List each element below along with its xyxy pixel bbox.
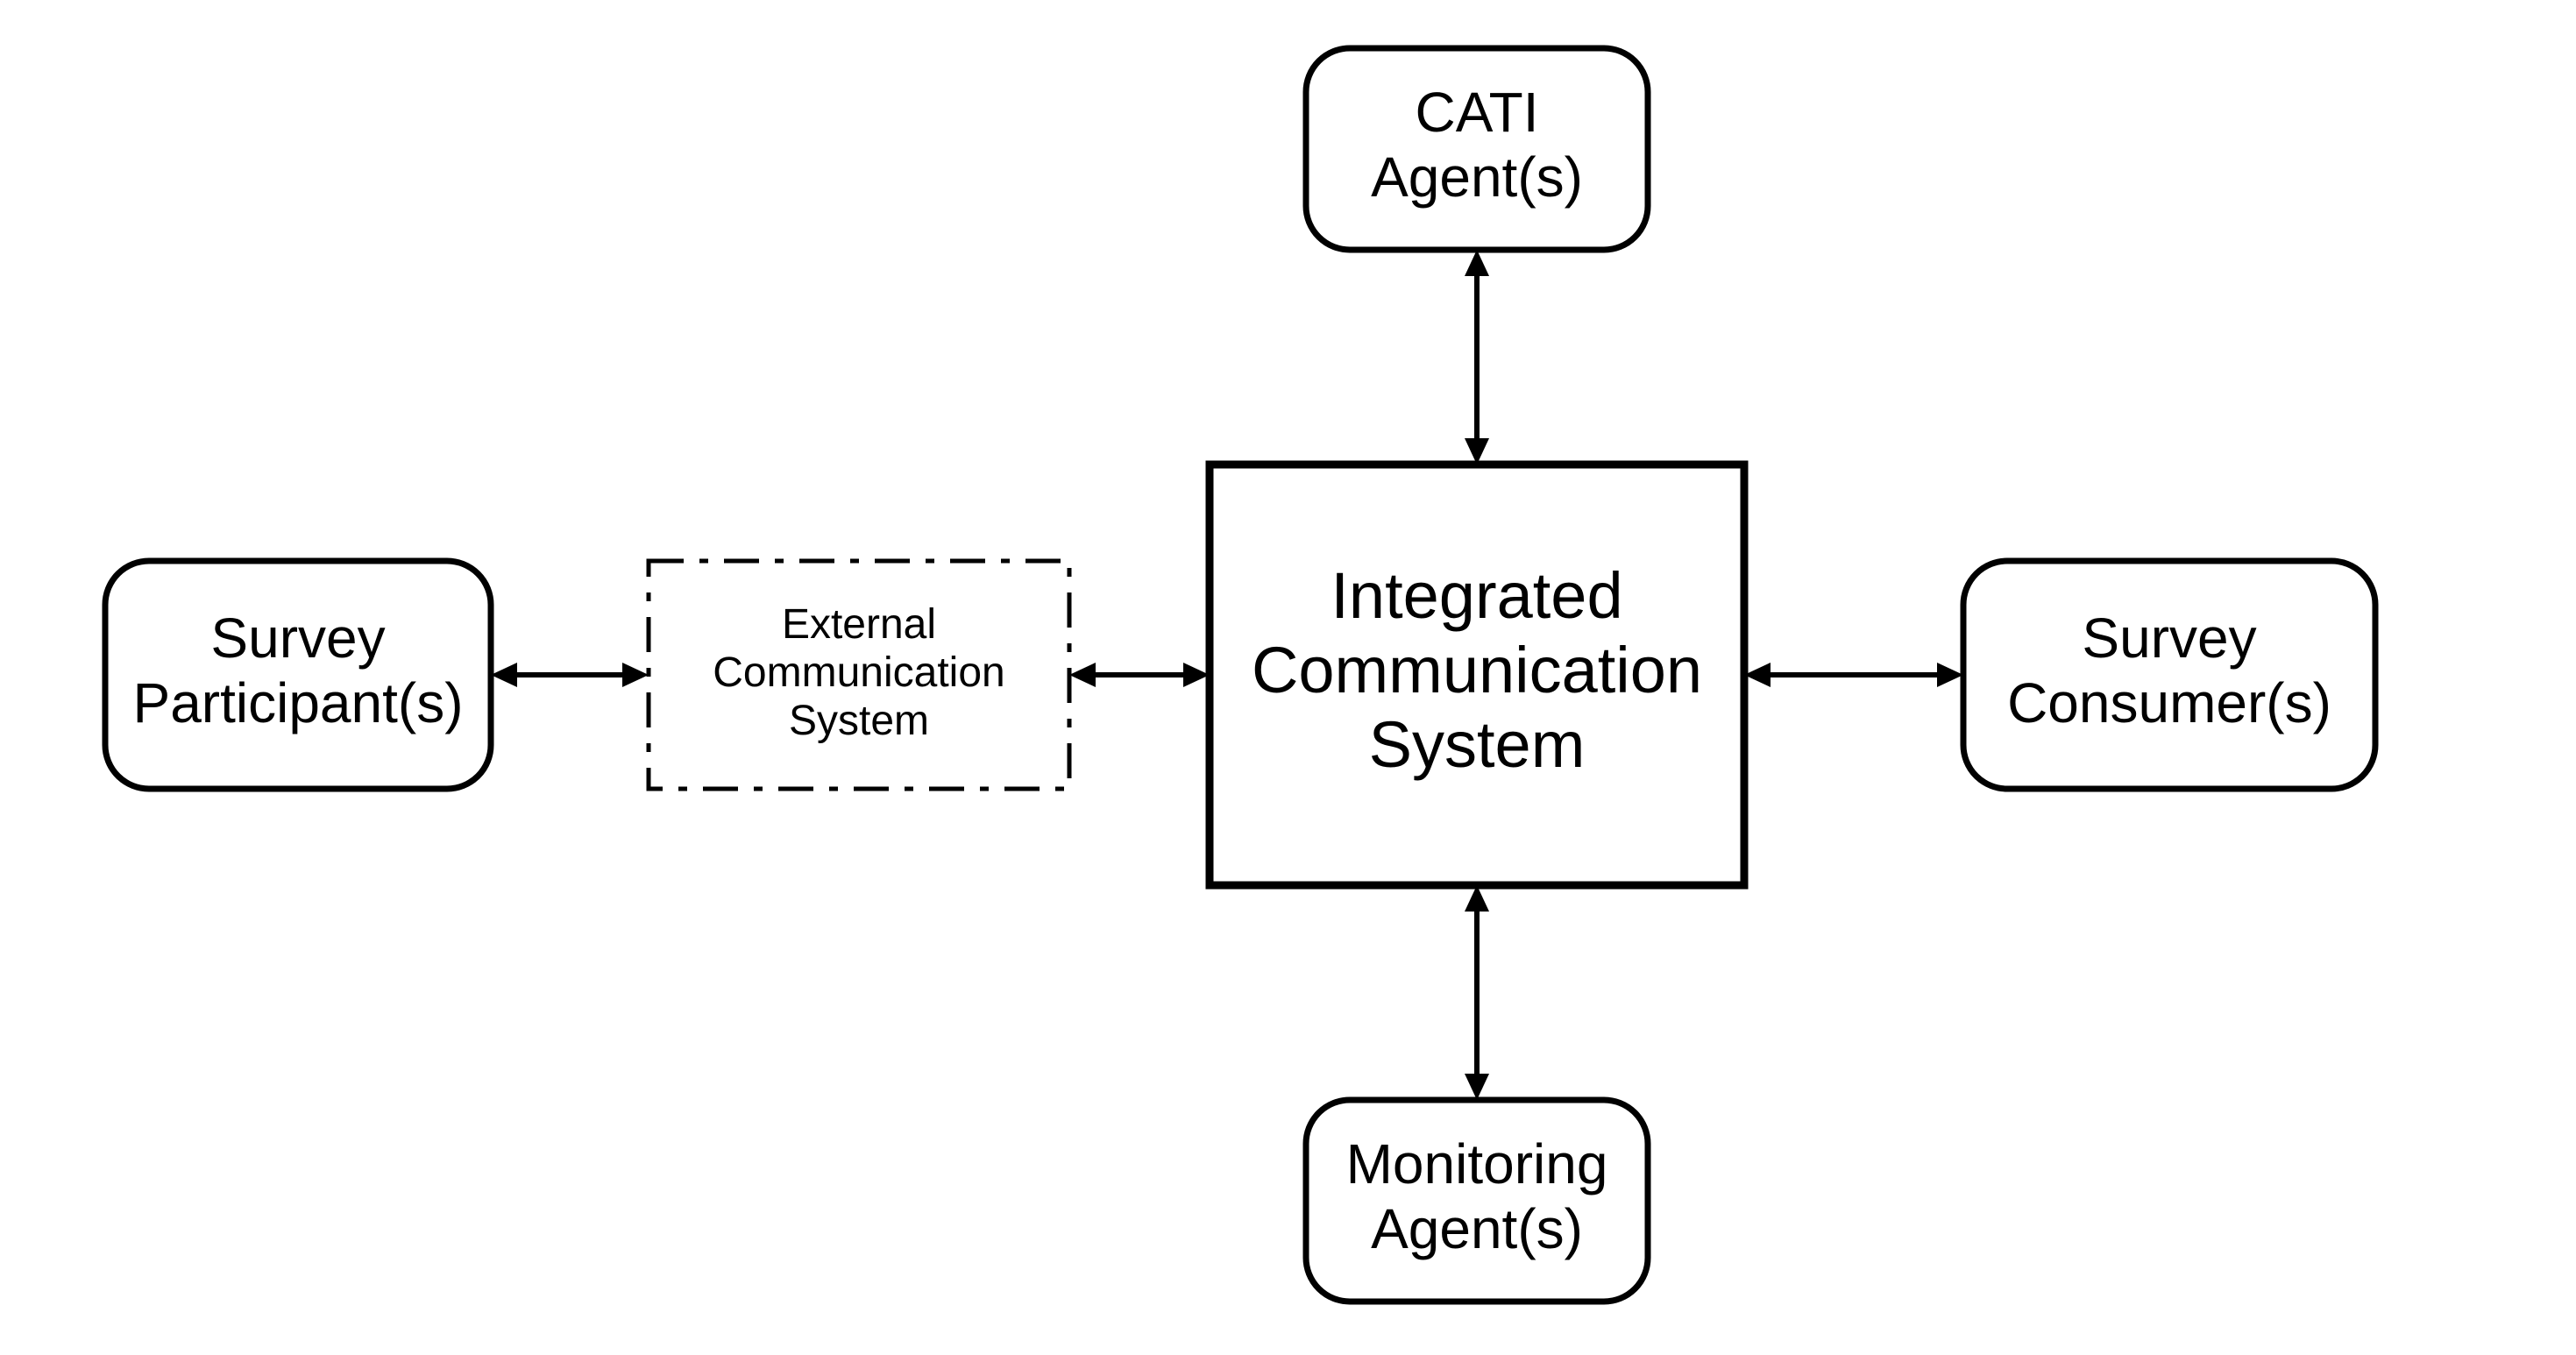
diagram-canvas: SurveyParticipant(s)ExternalCommunicatio… bbox=[0, 0, 2576, 1355]
node-label-monitoring_agents: MonitoringAgent(s) bbox=[1346, 1132, 1608, 1260]
